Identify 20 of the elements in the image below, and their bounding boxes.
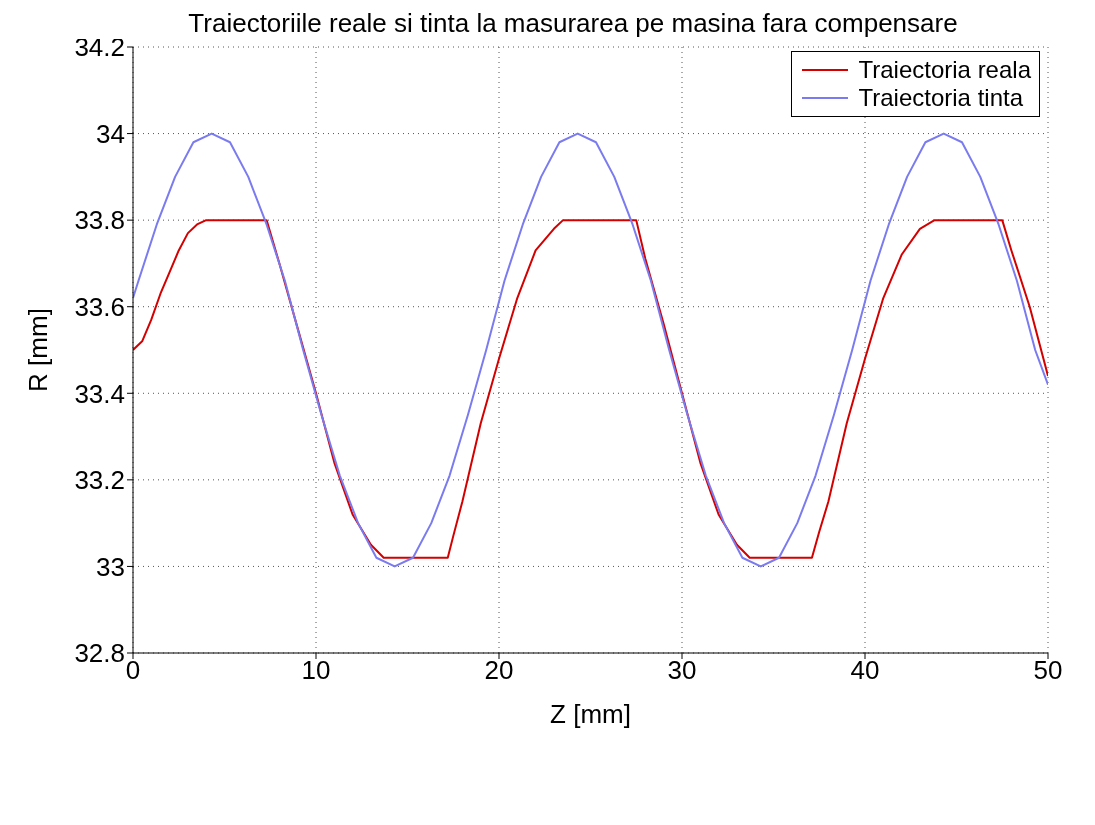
legend-label: Traiectoria reala [858, 56, 1031, 84]
x-tick-label: 20 [484, 655, 514, 686]
line-series [133, 132, 1048, 568]
x-axis-title: Z [mm] [550, 699, 631, 729]
y-tick-label: 34 [96, 118, 125, 149]
x-tick-label: 10 [301, 655, 331, 686]
y-axis-title: R [mm] [23, 308, 54, 392]
x-tick-label: 30 [667, 655, 697, 686]
legend-label: Traiectoria tinta [858, 84, 1023, 112]
y-tick-label: 33.4 [74, 378, 125, 409]
chart-title: Traiectoriile reale si tinta la masurarea pe masina fara compensare [188, 8, 958, 38]
y-tick-label: 32.8 [74, 638, 125, 669]
x-tick-label: 0 [125, 655, 141, 686]
x-tick-label: 50 [1033, 655, 1063, 686]
x-tick-label: 40 [850, 655, 880, 686]
y-tick-label: 33 [96, 551, 125, 582]
y-tick-label: 33.6 [74, 291, 125, 322]
line-series [133, 219, 1048, 559]
y-tick-label: 33.8 [74, 205, 125, 236]
y-tick-label: 33.2 [74, 465, 125, 496]
